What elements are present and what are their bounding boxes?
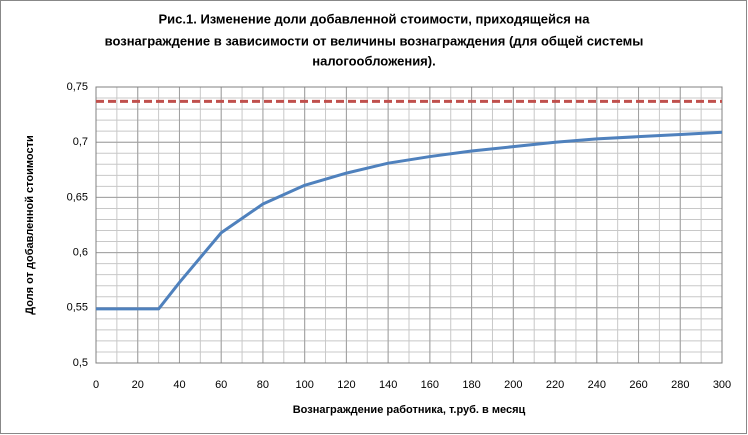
x-tick-label: 140	[379, 379, 397, 391]
plot-border	[95, 86, 723, 364]
x-tick-label: 0	[93, 379, 99, 391]
chart-title: вознаграждение в зависимости от величины…	[105, 33, 644, 48]
x-tick-label: 40	[173, 379, 185, 391]
x-axis-label: Вознаграждение работника, т.руб. в месяц	[293, 404, 526, 416]
x-tick-label: 240	[588, 379, 606, 391]
x-tick-label: 220	[546, 379, 564, 391]
y-tick-label: 0,75	[67, 81, 88, 93]
x-tick-label: 200	[504, 379, 522, 391]
x-tick-label: 100	[295, 379, 313, 391]
x-tick-label: 180	[462, 379, 480, 391]
y-tick-label: 0,55	[67, 302, 88, 314]
y-tick-label: 0,7	[73, 136, 88, 148]
x-tick-label: 20	[132, 379, 144, 391]
chart-title: налогообложения).	[312, 53, 435, 68]
y-tick-label: 0,6	[73, 247, 88, 259]
y-tick-label: 0,5	[73, 357, 88, 369]
y-axis-label: Доля от добавленной стоимости	[24, 135, 36, 314]
x-tick-label: 160	[421, 379, 439, 391]
x-tick-label: 260	[629, 379, 647, 391]
x-tick-label: 300	[713, 379, 731, 391]
x-tick-label: 60	[215, 379, 227, 391]
y-tick-label: 0,65	[67, 191, 88, 203]
chart-title: Рис.1. Изменение доли добавленной стоимо…	[158, 11, 590, 26]
x-tick-label: 120	[337, 379, 355, 391]
x-tick-label: 80	[257, 379, 269, 391]
x-tick-label: 280	[671, 379, 689, 391]
data-line	[96, 130, 723, 311]
